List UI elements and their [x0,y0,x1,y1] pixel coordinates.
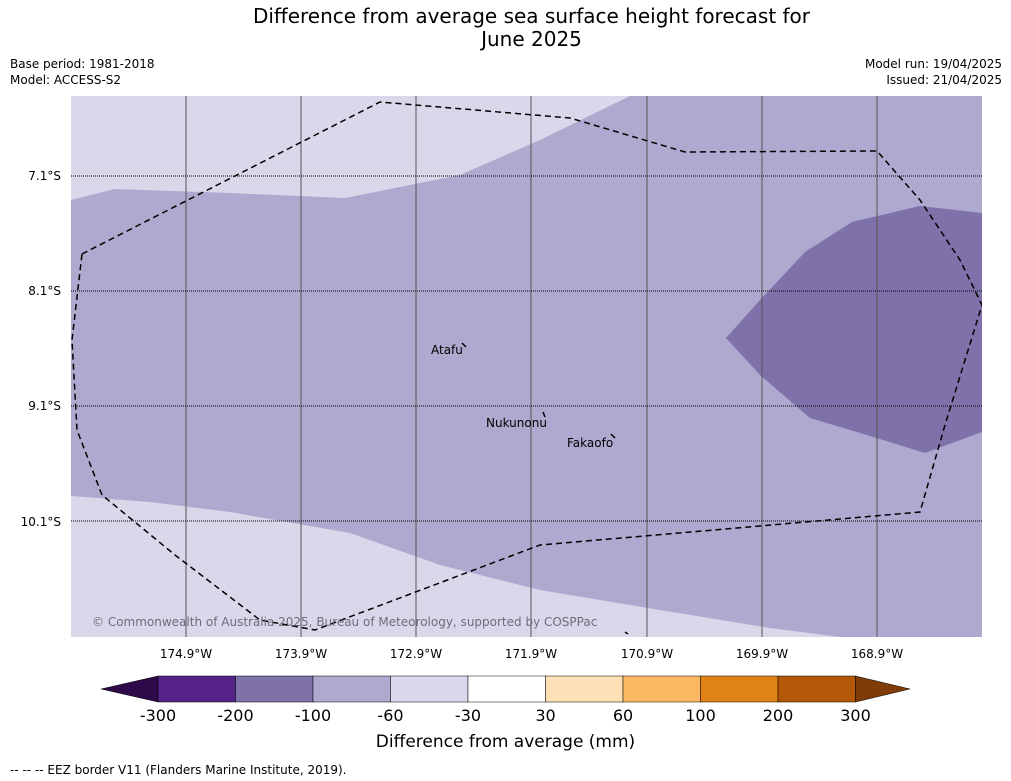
colorbar-extend-high [855,675,911,703]
colorbar-segment [622,675,701,703]
lon-label-170-9: 170.9°W [621,647,673,661]
island-fakaofo [610,433,616,439]
lon-label-174-9: 174.9°W [160,647,212,661]
colorbar-segment [545,675,624,703]
map-plot-area [71,96,982,637]
meta-left: Base period: 1981-2018 Model: ACCESS-S2 [10,56,155,88]
anomaly-zone-dark [726,206,982,453]
place-label-nukunonu: Nukunonu [486,416,547,430]
colorbar-label: Difference from average (mm) [376,732,635,752]
copyright-notice: © Commonwealth of Australia 2025, Bureau… [92,615,597,629]
meta-right: Model run: 19/04/2025 Issued: 21/04/2025 [865,56,1002,88]
anomaly-zone-medium [71,96,982,637]
island-nukunonu [542,411,546,418]
colorbar-extend-low [100,675,159,703]
colorbar-segment [235,675,314,703]
colorbar-tick: 300 [840,706,871,725]
base-period: Base period: 1981-2018 [10,57,155,71]
lon-label-171-9: 171.9°W [505,647,557,661]
colorbar-tick: 60 [613,706,633,725]
lat-label-9-1: 9.1°S [28,399,61,413]
colorbar-tick: -300 [140,706,176,725]
colorbar-tick: 200 [763,706,794,725]
colorbar-tick: 30 [535,706,555,725]
lat-label-8-1: 8.1°S [28,284,61,298]
title-line-2: June 2025 [481,27,582,51]
lon-label-173-9: 173.9°W [275,647,327,661]
model-run: Model run: 19/04/2025 [864,57,1002,71]
colorbar: -300 -200 -100 -60 -30 30 60 100 200 300… [100,675,911,752]
colorbar-tick: -60 [377,706,403,725]
island-atafu [461,342,467,348]
place-label-fakaofo: Fakaofo [567,436,613,450]
lat-label-7-1: 7.1°S [28,169,61,183]
title-line-1: Difference from average sea surface heig… [252,4,811,28]
model-name: Model: ACCESS-S2 [10,73,122,87]
colorbar-segment [700,675,779,703]
map-title: Difference from average sea surface heig… [0,5,1011,51]
colorbar-segment [777,675,856,703]
colorbar-tick: -30 [455,706,481,725]
colorbar-segment [312,675,391,703]
colorbar-segment [390,675,469,703]
colorbar-segment [467,675,546,703]
lon-label-169-9: 169.9°W [736,647,788,661]
lat-label-10-1: 10.1°S [21,515,61,529]
colorbar-segment [157,675,236,703]
lon-label-168-9: 168.9°W [851,647,903,661]
eez-border [71,101,982,631]
lon-label-172-9: 172.9°W [390,647,442,661]
colorbar-tick: -100 [295,706,331,725]
place-label-atafu: Atafu [431,343,463,357]
colorbar-tick: -200 [217,706,253,725]
colorbar-tick: 100 [685,706,716,725]
eez-footnote: -- -- -- EEZ border V11 (Flanders Marine… [10,763,347,777]
issued-date: Issued: 21/04/2025 [886,73,1002,87]
island-small-south [624,631,629,635]
longitude-gridlines [185,96,878,637]
